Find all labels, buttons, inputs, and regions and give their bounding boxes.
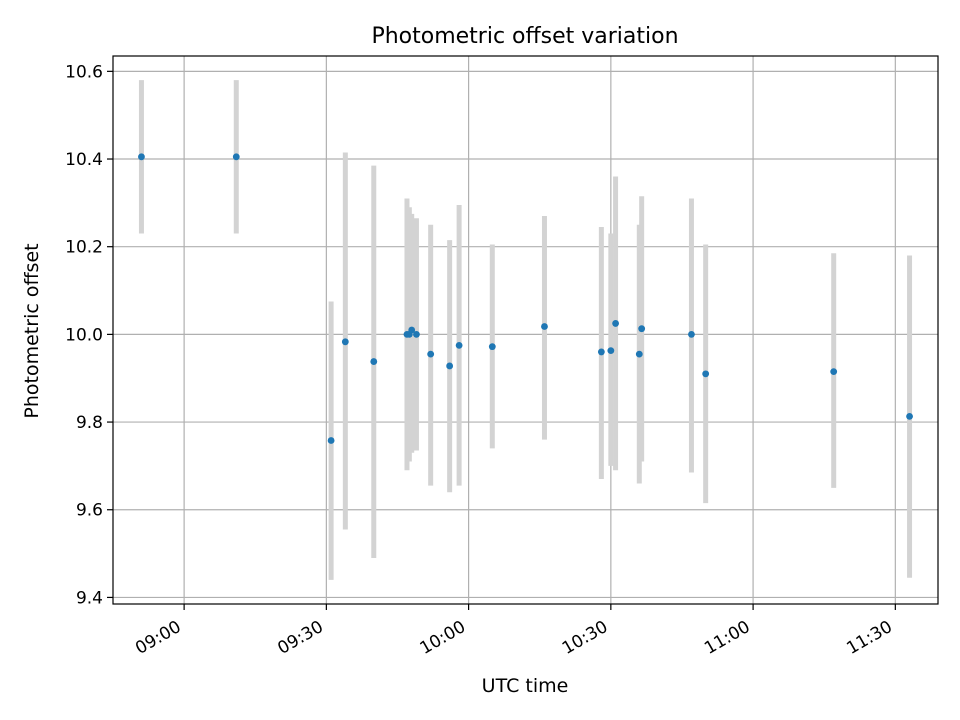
data-point (541, 323, 548, 330)
data-points (138, 153, 913, 444)
data-point (635, 350, 643, 358)
plot-frame (112, 55, 939, 605)
x-axis-label: UTC time (482, 675, 569, 697)
data-point (906, 412, 913, 420)
y-tick-label: 10.4 (65, 150, 103, 170)
y-axis-label: Photometric offset (21, 243, 43, 418)
data-point (612, 320, 619, 327)
data-point (830, 368, 838, 376)
data-point (232, 153, 240, 161)
chart-title: Photometric offset variation (371, 24, 678, 49)
data-point (446, 362, 454, 370)
data-point (638, 325, 646, 333)
data-point (327, 437, 335, 444)
y-tick-label: 9.6 (76, 501, 103, 521)
data-point (597, 348, 605, 356)
y-tick-label: 9.4 (76, 588, 103, 608)
data-point (427, 350, 435, 358)
data-point (607, 347, 615, 355)
y-tick-label: 10.6 (65, 62, 103, 82)
data-point (370, 358, 378, 365)
data-point (488, 343, 496, 351)
data-point (413, 330, 420, 338)
grid (113, 56, 938, 604)
data-point (408, 326, 416, 334)
data-point (702, 370, 710, 378)
data-point (455, 341, 463, 349)
data-point (341, 338, 349, 346)
data-point (688, 330, 695, 338)
y-tick-label: 10.0 (65, 325, 103, 345)
data-point (138, 153, 145, 161)
y-tick-label: 9.8 (76, 413, 103, 433)
y-tick-label: 10.2 (65, 238, 103, 258)
y-axis-ticks: 9.4 9.6 9.8 10.0 10.2 10.4 10.6 (65, 62, 113, 608)
